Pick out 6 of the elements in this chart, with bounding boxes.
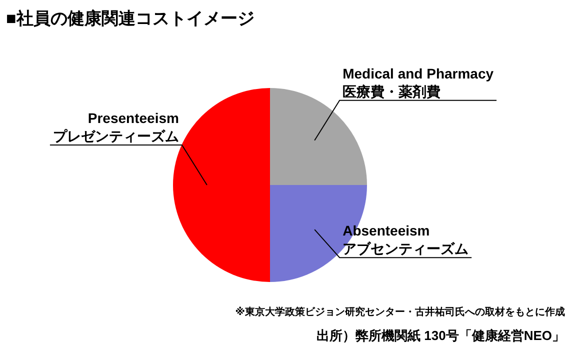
chart-title: ■社員の健康関連コストイメージ	[6, 9, 254, 28]
text: 出所）弊所機関紙 130号「健康経営NEO」	[316, 328, 565, 343]
slice-label: Medical and Pharmacy 医療費・薬剤費	[342, 65, 494, 100]
text: ※東京大学政策ビジョン研究センター・古井祐司氏への取材をもとに作成	[235, 306, 565, 318]
slice-label: Absenteeism アブセンティーズム	[342, 222, 469, 257]
slice-label: Presenteeism プレゼンティーズム	[52, 110, 179, 144]
